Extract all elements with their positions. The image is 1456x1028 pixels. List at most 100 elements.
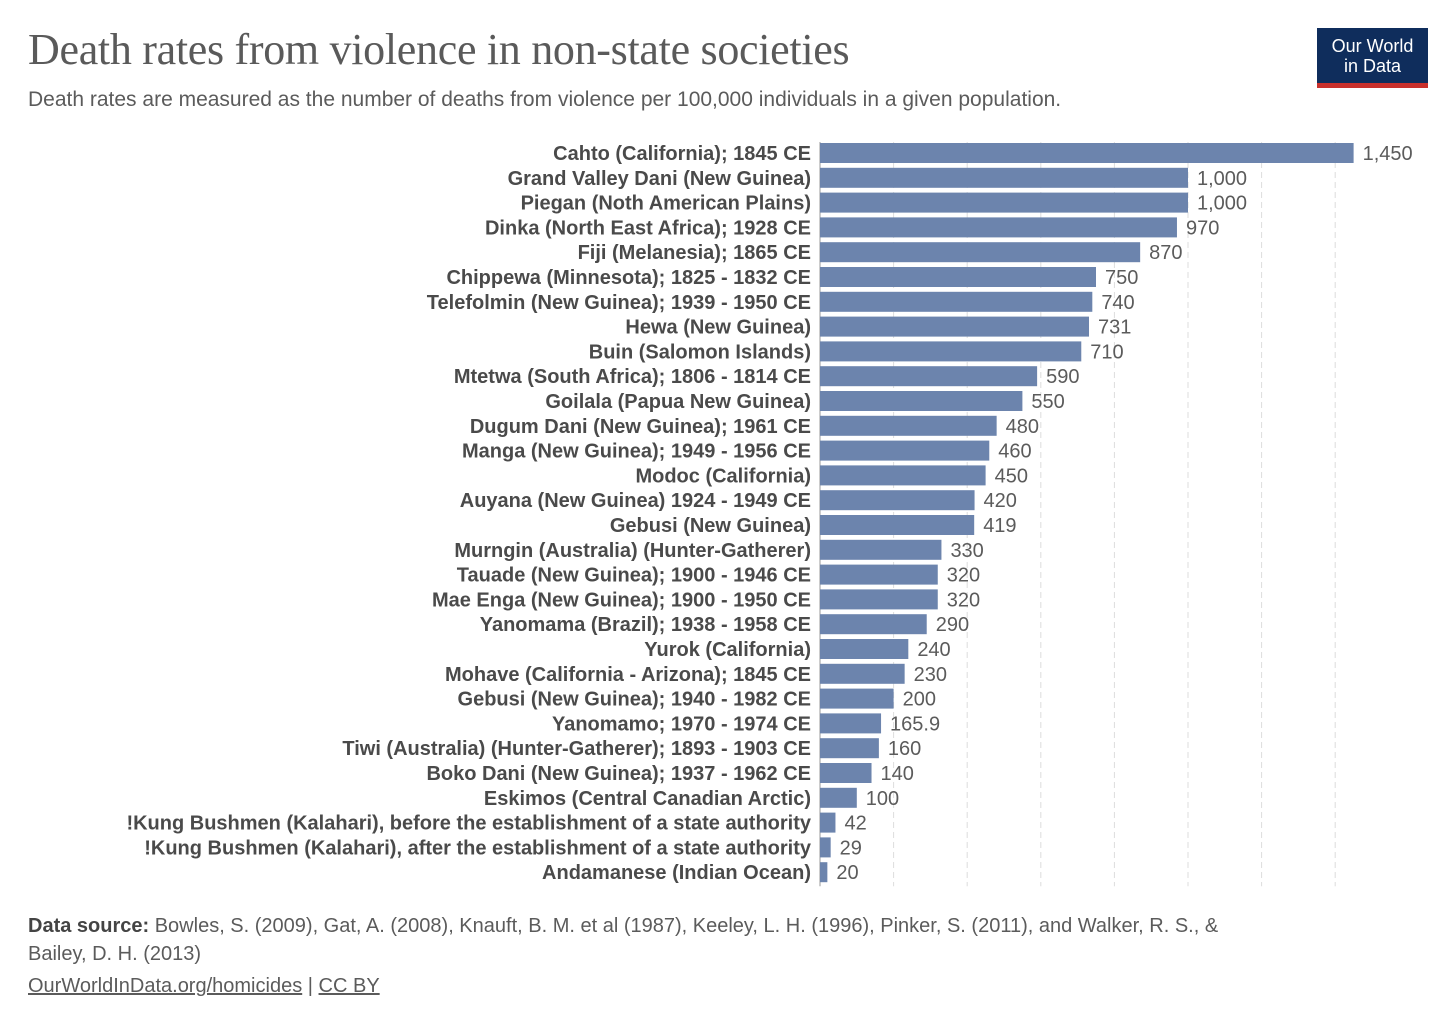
value-label: 320 <box>947 589 980 611</box>
value-label: 230 <box>914 664 947 686</box>
value-label: 165.9 <box>890 713 940 735</box>
bar <box>820 490 975 511</box>
category-label: !Kung Bushmen (Kalahari), after the esta… <box>144 837 812 859</box>
footer-links: OurWorldInData.org/homicides | CC BY <box>28 975 380 998</box>
chart-subtitle: Death rates are measured as the number o… <box>28 88 1062 111</box>
value-label: 200 <box>903 689 936 711</box>
source-text-2: Bailey, D. H. (2013) <box>28 943 202 965</box>
value-label: 1,000 <box>1197 168 1247 190</box>
category-label: Yanomama (Brazil); 1938 - 1958 CE <box>480 614 811 636</box>
bar <box>820 242 1141 263</box>
category-label: Grand Valley Dani (New Guinea) <box>508 168 811 190</box>
category-label: Dugum Dani (New Guinea); 1961 CE <box>470 416 811 438</box>
bar <box>820 539 942 560</box>
bar <box>820 465 986 486</box>
source-link[interactable]: OurWorldInData.org/homicides <box>28 975 303 997</box>
license-link[interactable]: CC BY <box>318 975 380 997</box>
category-label: Piegan (Noth American Plains) <box>521 193 811 215</box>
value-label: 290 <box>936 614 969 636</box>
bar <box>820 812 836 833</box>
category-label: Tiwi (Australia) (Hunter-Gatherer); 1893… <box>342 738 811 760</box>
category-label: Murngin (Australia) (Hunter-Gatherer) <box>454 540 811 562</box>
value-label: 42 <box>844 813 866 835</box>
logo-line-2: in Data <box>1343 56 1402 76</box>
category-label: Fiji (Melanesia); 1865 CE <box>578 242 811 264</box>
bar <box>820 515 975 535</box>
separator: | <box>307 975 313 997</box>
source-label: Data source: <box>28 915 150 937</box>
bar <box>820 614 927 635</box>
value-label: 460 <box>998 441 1031 463</box>
bar <box>820 291 1093 312</box>
value-label: 550 <box>1031 391 1064 413</box>
owid-logo[interactable]: Our World in Data <box>1317 28 1428 88</box>
value-label: 870 <box>1149 242 1182 264</box>
category-label: Yanomamo; 1970 - 1974 CE <box>552 713 811 735</box>
value-label: 731 <box>1098 317 1131 339</box>
value-label: 710 <box>1090 341 1123 363</box>
bar <box>820 391 1023 411</box>
category-label: Auyana (New Guinea) 1924 - 1949 CE <box>460 490 811 512</box>
value-label: 450 <box>995 465 1028 487</box>
category-label: Tauade (New Guinea); 1900 - 1946 CE <box>457 565 811 587</box>
value-label: 29 <box>840 837 862 859</box>
bar <box>820 440 990 461</box>
category-label: Gebusi (New Guinea); 1940 - 1982 CE <box>458 689 811 711</box>
source-text: Bowles, S. (2009), Gat, A. (2008), Knauf… <box>154 915 1219 937</box>
chart-title: Death rates from violence in non-state s… <box>28 25 850 74</box>
category-label: Dinka (North East Africa); 1928 CE <box>485 217 811 239</box>
category-label: Mtetwa (South Africa); 1806 - 1814 CE <box>454 366 811 388</box>
bar <box>820 167 1188 188</box>
value-label: 750 <box>1105 267 1138 289</box>
category-label: Manga (New Guinea); 1949 - 1956 CE <box>462 441 811 463</box>
value-label: 160 <box>888 738 921 760</box>
value-label: 330 <box>950 540 983 562</box>
category-label: Chippewa (Minnesota); 1825 - 1832 CE <box>446 267 811 289</box>
value-label: 419 <box>983 515 1016 537</box>
category-label: Mae Enga (New Guinea); 1900 - 1950 CE <box>432 589 811 611</box>
category-label: Andamanese (Indian Ocean) <box>542 862 811 884</box>
value-label: 1,000 <box>1197 193 1247 215</box>
value-label: 970 <box>1186 217 1219 239</box>
value-label: 320 <box>947 565 980 587</box>
bar <box>820 738 879 759</box>
value-label: 480 <box>1006 416 1039 438</box>
bar <box>820 143 1354 163</box>
category-label: Buin (Salomon Islands) <box>589 341 811 363</box>
value-label: 420 <box>984 490 1017 512</box>
value-label: 590 <box>1046 366 1079 388</box>
category-label: Mohave (California - Arizona); 1845 CE <box>445 664 811 686</box>
data-source: Data source: Bowles, S. (2009), Gat, A. … <box>28 915 1218 938</box>
value-label: 140 <box>881 763 914 785</box>
category-label: Eskimos (Central Canadian Arctic) <box>484 788 811 810</box>
bar <box>820 366 1038 387</box>
category-label: Gebusi (New Guinea) <box>610 515 811 537</box>
bar <box>820 316 1090 337</box>
bar <box>820 663 905 684</box>
bar <box>820 415 997 436</box>
bar <box>820 267 1096 287</box>
category-label: Goilala (Papua New Guinea) <box>545 391 811 413</box>
bar <box>820 217 1177 238</box>
bar <box>820 192 1188 213</box>
bar <box>820 639 909 659</box>
value-label: 240 <box>917 639 950 661</box>
logo-line-1: Our World <box>1331 36 1414 56</box>
value-label: 20 <box>836 862 858 884</box>
category-label: Boko Dani (New Guinea); 1937 - 1962 CE <box>426 763 811 785</box>
value-label: 100 <box>866 788 899 810</box>
category-label: Hewa (New Guinea) <box>625 317 811 339</box>
bar <box>820 837 831 858</box>
category-label: Modoc (California) <box>635 465 811 487</box>
bar <box>820 862 828 883</box>
bar <box>820 713 882 734</box>
bar <box>820 763 872 783</box>
category-label: !Kung Bushmen (Kalahari), before the est… <box>126 813 811 835</box>
value-label: 740 <box>1101 292 1134 314</box>
value-label: 1,450 <box>1363 143 1413 165</box>
category-label: Yurok (California) <box>644 639 811 661</box>
bar <box>820 564 938 585</box>
category-label: Cahto (California); 1845 CE <box>553 143 811 165</box>
bar <box>820 341 1082 362</box>
